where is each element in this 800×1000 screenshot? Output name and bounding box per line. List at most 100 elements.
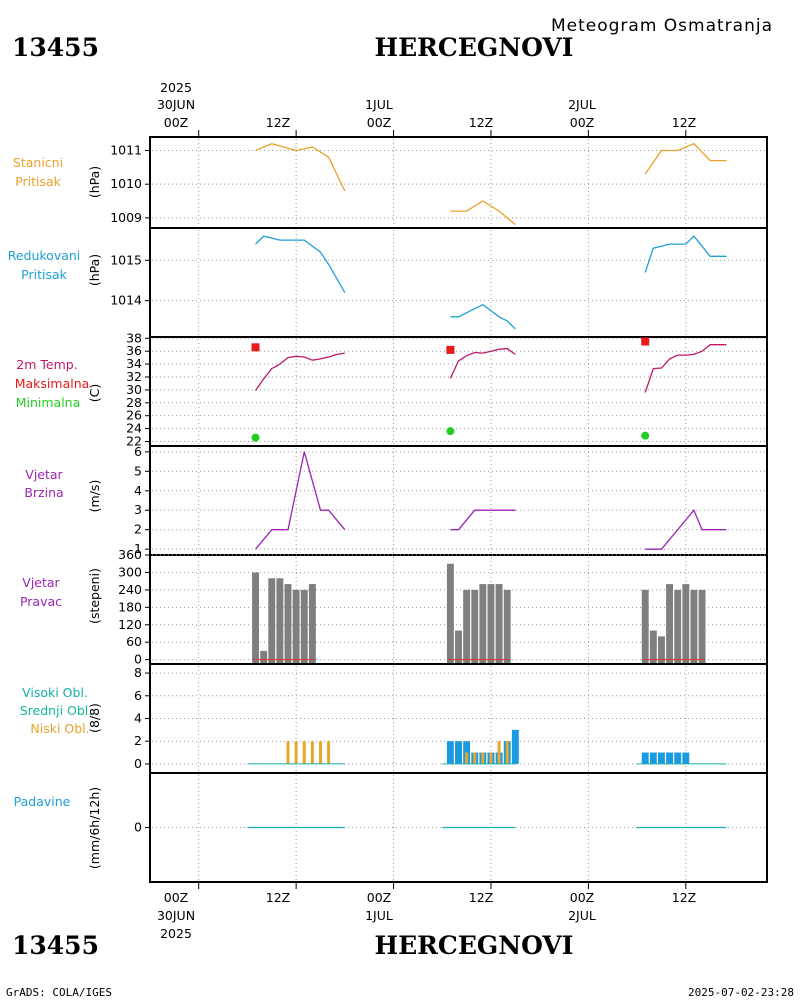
- y-tick-label: 1014: [110, 293, 142, 308]
- y-tick-label: 180: [118, 599, 142, 614]
- bottom-tick-label: 00Z: [570, 890, 594, 905]
- wind-direction-bar: [446, 563, 454, 664]
- wind-direction-bar: [308, 584, 316, 664]
- top-year-label: 2025: [160, 80, 192, 95]
- bottom-tick-label: 12Z: [266, 890, 290, 905]
- panel-label: Brzina: [24, 485, 63, 500]
- low-cloud-bar: [473, 752, 477, 764]
- top-tick-label: 00Z: [367, 115, 391, 130]
- series-line: [644, 344, 727, 393]
- high-cloud-bar: [511, 729, 519, 764]
- panel-label: Pritisak: [15, 174, 61, 189]
- wind-direction-bar: [268, 578, 276, 664]
- panel-frame: [149, 445, 768, 556]
- panel-label: Pravac: [20, 594, 62, 609]
- chart-subtitle: Meteogram Osmatranja: [551, 16, 773, 36]
- wind-direction-bar: [463, 589, 471, 664]
- series-line: [255, 451, 346, 550]
- panel-label: Vjetar: [25, 467, 63, 482]
- wind-direction-bar: [260, 650, 268, 664]
- high-cloud-bar: [455, 741, 462, 764]
- low-cloud-bar: [481, 752, 485, 764]
- series-line: [450, 509, 516, 531]
- y-tick-label: 1015: [110, 252, 142, 267]
- y-tick-label: 30: [126, 382, 142, 397]
- low-cloud-bar: [327, 741, 331, 764]
- y-tick-label: 32: [126, 369, 142, 384]
- y-tick-label: 0: [134, 652, 142, 667]
- panel-label: Visoki Obl.: [22, 685, 88, 700]
- max-temp-marker: [446, 345, 455, 354]
- y-tick-label: 4: [134, 483, 142, 498]
- top-date-30jun: 30JUN: [157, 97, 195, 112]
- y-axis-label: (hPa): [87, 166, 102, 198]
- y-tick-label: 1009: [110, 210, 142, 225]
- high-cloud-bar: [641, 752, 649, 764]
- series-line: [450, 303, 516, 330]
- panel-label: Maksimalna: [15, 376, 90, 391]
- wind-direction-bar: [698, 589, 706, 664]
- wind-direction-bar: [503, 589, 511, 664]
- bottom-tick-label: 00Z: [164, 890, 188, 905]
- top-tick-label: 12Z: [672, 115, 696, 130]
- high-cloud-bar: [649, 752, 657, 764]
- bottom-year-label: 2025: [160, 926, 192, 941]
- y-tick-label: 6: [134, 444, 142, 459]
- y-tick-label: 240: [118, 582, 142, 597]
- panel-label: Srednji Obl.: [20, 703, 93, 718]
- bottom-date-30jun: 30JUN: [157, 908, 195, 923]
- y-axis-label: (stepeni): [87, 568, 102, 624]
- panel-label: Minimalna: [16, 395, 81, 410]
- wind-direction-bar: [455, 630, 462, 664]
- y-tick-label: 360: [118, 547, 142, 562]
- bottom-tick-label: 00Z: [367, 890, 391, 905]
- y-axis-label: (mm/6h/12h): [87, 787, 102, 869]
- low-cloud-bar: [465, 752, 469, 764]
- low-cloud-bar: [318, 741, 322, 764]
- low-cloud-bar: [302, 741, 306, 764]
- panel-label: Vjetar: [22, 575, 60, 590]
- wind-direction-bar: [479, 584, 487, 664]
- low-cloud-bar: [294, 741, 298, 764]
- y-tick-label: 8: [134, 665, 142, 680]
- y-tick-label: 3: [134, 502, 142, 517]
- y-axis-label: (hPa): [87, 254, 102, 286]
- series-line: [254, 352, 345, 391]
- y-tick-label: 0: [134, 756, 142, 771]
- y-tick-label: 5: [134, 463, 142, 478]
- wind-direction-bar: [674, 589, 682, 664]
- series-line: [645, 508, 727, 550]
- y-tick-label: 60: [126, 634, 142, 649]
- footer-station-id: 13455: [12, 931, 99, 960]
- high-cloud-bar: [674, 752, 682, 764]
- series-line: [644, 142, 727, 175]
- panel-label: 2m Temp.: [16, 357, 77, 372]
- panel-label: Niski Obl.: [30, 721, 89, 736]
- wind-direction-bar: [252, 572, 259, 664]
- y-tick-label: 36: [126, 343, 142, 358]
- top-tick-label: 12Z: [266, 115, 290, 130]
- wind-direction-bar: [682, 584, 690, 664]
- top-date-2jul: 2JUL: [568, 97, 596, 112]
- wind-direction-bar: [284, 584, 292, 664]
- min-temp-marker: [641, 431, 650, 440]
- min-temp-marker: [446, 427, 455, 436]
- top-date-1jul: 1JUL: [365, 97, 393, 112]
- wind-direction-bar: [658, 636, 665, 664]
- series-line: [255, 235, 346, 293]
- high-cloud-bar: [658, 752, 665, 764]
- series-line: [644, 235, 727, 273]
- panel-frame: [149, 336, 768, 447]
- max-temp-marker: [251, 343, 260, 352]
- y-tick-label: 28: [126, 395, 142, 410]
- low-cloud-bar: [497, 741, 501, 764]
- wind-direction-bar: [690, 589, 698, 664]
- panel-label: Pritisak: [21, 267, 67, 282]
- series-line: [450, 200, 516, 226]
- min-temp-marker: [251, 433, 260, 442]
- low-cloud-bar: [286, 741, 290, 764]
- footer-station-name: HERCEGNOVI: [374, 931, 573, 960]
- station-id: 13455: [12, 33, 99, 62]
- top-tick-label: 00Z: [164, 115, 188, 130]
